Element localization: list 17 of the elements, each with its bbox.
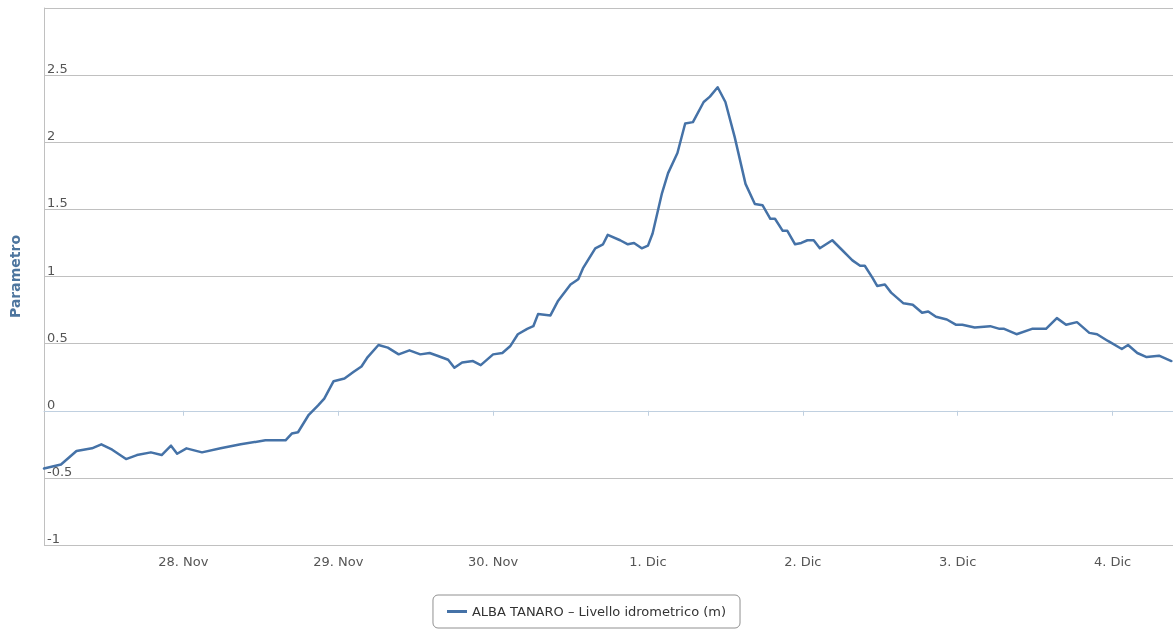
x-tick-label: 1. Dic — [629, 554, 667, 569]
y-tick-label: -1 — [47, 531, 60, 546]
legend-label: ALBA TANARO – Livello idrometrico (m) — [471, 604, 727, 619]
x-tick-label: 2. Dic — [784, 554, 822, 569]
x-tick-label: 30. Nov — [468, 554, 519, 569]
y-tick-label: 1.5 — [47, 195, 68, 211]
y-axis-title: Parametro — [7, 234, 23, 318]
y-tick-label: 0 — [47, 396, 56, 412]
y-tick-label: 0.5 — [47, 329, 68, 345]
x-tick-label: 3. Dic — [939, 554, 977, 569]
x-tick-label: 4. Dic — [1093, 554, 1132, 569]
y-tick-label: 2.5 — [47, 61, 68, 77]
y-tick-label: 2 — [47, 128, 56, 144]
y-tick-label: 1 — [47, 262, 56, 278]
x-tick-label: 29. Nov — [313, 554, 364, 569]
y-tick-label: -0.5 — [47, 463, 73, 479]
x-tick-label: 28. Nov — [158, 554, 209, 569]
